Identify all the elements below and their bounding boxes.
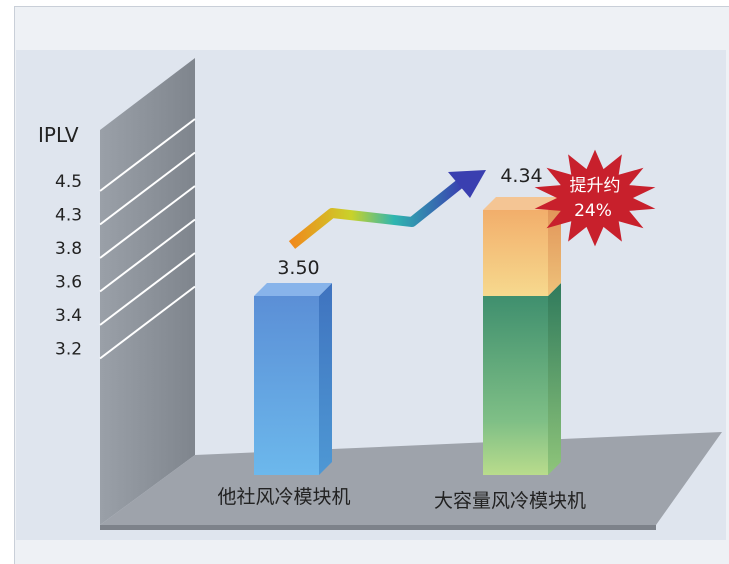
bar-large-increase-front	[483, 210, 548, 296]
floor-edge	[100, 525, 656, 530]
y-tick-label: 3.2	[55, 340, 82, 360]
bar-large	[483, 197, 561, 475]
y-tick-label: 4.5	[55, 172, 82, 192]
bar-large-base-side	[548, 283, 561, 475]
category-label-large: 大容量风冷模块机	[434, 490, 586, 512]
value-label-large: 4.34	[500, 165, 542, 187]
y-tick-label: 3.6	[55, 273, 82, 293]
callout-line-1: 提升约	[570, 176, 621, 196]
bar-other-side	[319, 283, 332, 475]
category-label-other: 他社风冷模块机	[217, 486, 350, 508]
bar-other	[254, 283, 332, 475]
bar-other-front	[254, 296, 319, 475]
y-axis-label: IPLV	[38, 123, 79, 147]
y-tick-label: 3.8	[55, 239, 82, 259]
callout-line-2: 24%	[574, 201, 612, 221]
y-tick-label: 4.3	[55, 206, 82, 226]
bar-large-increase-side	[548, 197, 561, 296]
y-tick-label: 3.4	[55, 306, 82, 326]
bar-other-top	[254, 283, 332, 296]
bar-large-base-front	[483, 296, 548, 475]
value-label-other: 3.50	[277, 257, 319, 279]
back-wall	[100, 58, 195, 525]
